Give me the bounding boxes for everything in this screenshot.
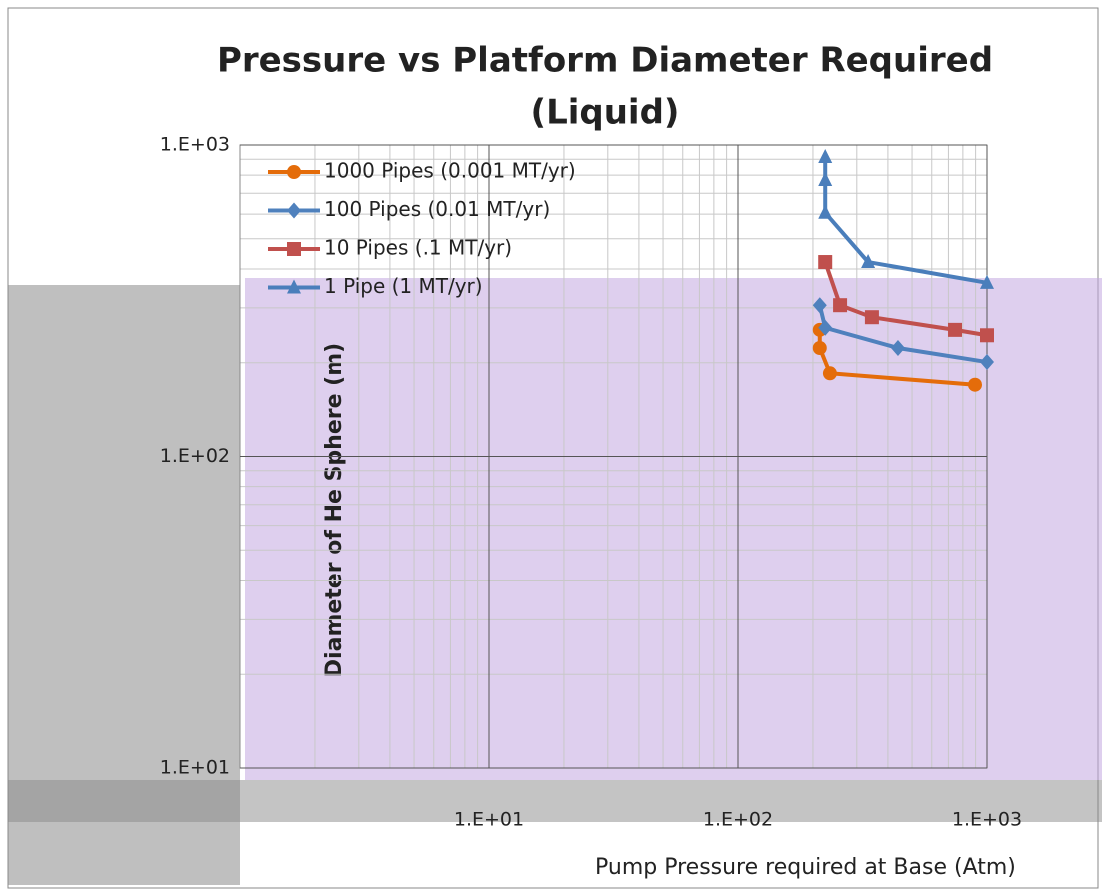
series-line [817,329,976,387]
glitch-band [8,780,1102,822]
data-point [818,319,833,336]
x-tick-label: 1.E+03 [952,809,1022,831]
data-point [818,149,833,164]
data-point [818,172,833,187]
legend-label: 100 Pipes (0.01 MT/yr) [324,197,550,221]
y-tick-label: 1.E+03 [160,134,230,156]
data-point [890,340,905,357]
legend-marker [287,202,301,219]
data-point [818,255,833,270]
data-point [818,204,833,219]
data-point [833,298,848,313]
glitch-overlay [245,278,1102,780]
y-tick-label: 1.E+02 [160,445,230,467]
x-tick-label: 1.E+02 [703,809,773,831]
legend-label: 1000 Pipes (0.001 MT/yr) [324,159,576,183]
data-point [980,328,994,343]
chart-subtitle: (Liquid) [531,93,680,133]
x-tick-label: 1.E+01 [454,809,524,831]
data-point [861,254,876,269]
legend-marker [287,165,301,179]
data-point [812,341,827,356]
legend-marker [287,242,301,256]
data-point [968,377,983,392]
data-point [864,310,879,325]
data-point [980,274,994,289]
legend-label: 10 Pipes (.1 MT/yr) [324,236,512,260]
series-line [817,304,988,365]
data-point [980,354,994,371]
data-point [948,322,963,337]
legend: 1000 Pipes (0.001 MT/yr) 100 Pipes (0.01 … [268,159,576,298]
chart-title: Pressure vs Platform Diameter Required [217,41,993,81]
y-axis-label: Diameter of He Sphere (m) [322,343,347,677]
legend-marker [287,279,301,294]
data-point [822,366,837,381]
data-point [812,297,827,314]
y-tick-label: 1.E+01 [160,757,230,779]
x-axis-label: Pump Pressure required at Base (Atm) [595,855,1016,880]
legend-label: 1 Pipe (1 MT/yr) [324,274,483,298]
